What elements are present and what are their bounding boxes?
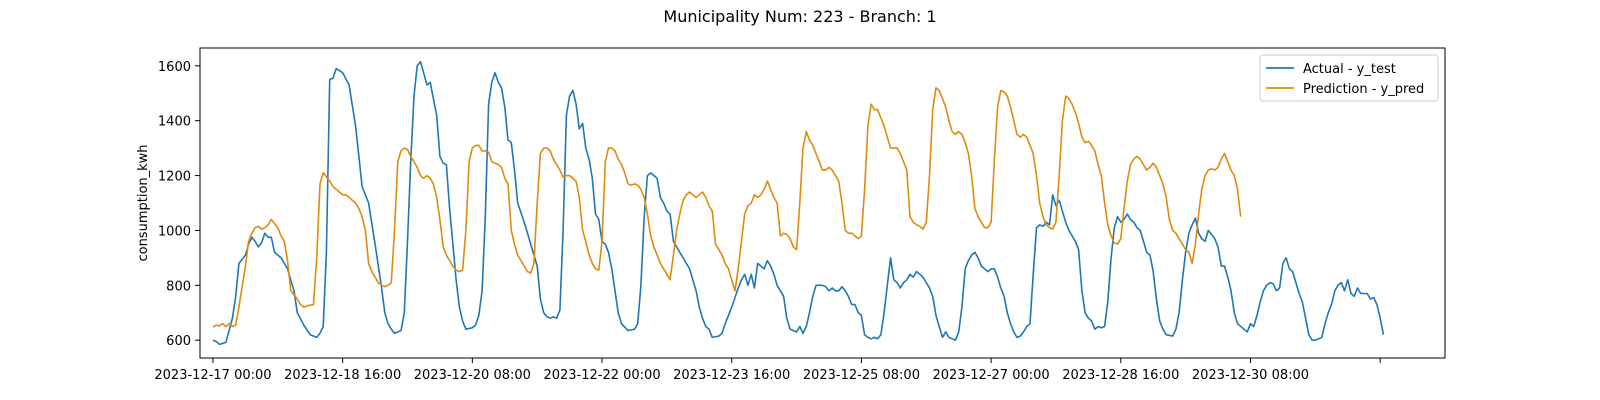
chart-title: Municipality Num: 223 - Branch: 1: [663, 7, 936, 26]
x-tick-label: 2023-12-30 08:00: [1192, 368, 1309, 383]
x-tick-label: 2023-12-27 00:00: [933, 368, 1050, 383]
plot-area: [199, 47, 1446, 359]
x-tick-label: 2023-12-28 16:00: [1062, 368, 1179, 383]
y-tick-label: 1600: [158, 60, 191, 75]
legend-box: [1259, 54, 1439, 102]
x-axis: 2023-12-17 00:00 2023-12-18 16:00 2023-12-…: [154, 358, 1381, 383]
x-tick-label: 2023-12-25 08:00: [803, 368, 920, 383]
x-tick-label: 2023-12-17 00:00: [154, 368, 271, 383]
x-tick-label: 2023-12-18 16:00: [284, 368, 401, 383]
series-layer: [212, 60, 1385, 346]
x-tick-label: 2023-12-22 00:00: [543, 368, 660, 383]
y-axis: 600 800 1000 1200 1400 1600: [158, 60, 200, 349]
y-tick-label: 600: [166, 334, 191, 349]
y-axis-label: consumption_kwh: [136, 144, 151, 261]
series-line-1: [212, 87, 1242, 328]
y-tick-label: 1200: [158, 170, 191, 185]
x-tick-label: 2023-12-23 16:00: [673, 368, 790, 383]
y-tick-label: 1000: [158, 224, 191, 239]
y-tick-label: 1400: [158, 115, 191, 130]
y-tick-label: 800: [166, 279, 191, 294]
legend-label: Actual - y_test: [1303, 62, 1396, 77]
series-line-0: [212, 60, 1385, 346]
x-tick-label: 2023-12-20 08:00: [414, 368, 531, 383]
legend: Actual - y_test Prediction - y_pred: [1259, 54, 1439, 102]
legend-label: Prediction - y_pred: [1303, 82, 1424, 97]
